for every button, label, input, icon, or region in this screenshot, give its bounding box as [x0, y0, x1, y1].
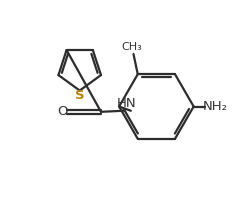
Text: O: O: [57, 105, 68, 118]
Text: S: S: [74, 89, 84, 102]
Text: CH₃: CH₃: [120, 42, 141, 52]
Text: NH₂: NH₂: [202, 100, 226, 113]
Text: HN: HN: [116, 97, 136, 110]
